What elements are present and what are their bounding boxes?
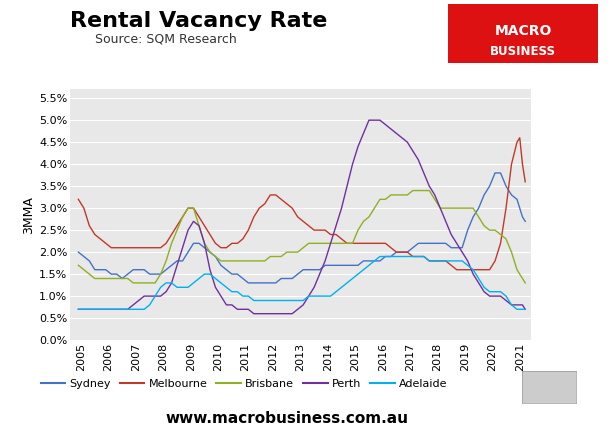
- Perth: [102, 307, 109, 312]
- Line: Melbourne: Melbourne: [78, 138, 525, 270]
- Adelaide: [102, 307, 109, 312]
- Adelaide: [300, 298, 307, 303]
- Melbourne: [74, 197, 82, 202]
- Sydney: [448, 245, 455, 250]
- Brisbane: [74, 263, 82, 268]
- Brisbane: [453, 205, 461, 211]
- Text: BUSINESS: BUSINESS: [490, 45, 556, 58]
- Brisbane: [431, 197, 439, 202]
- Perth: [305, 293, 312, 299]
- Brisbane: [283, 249, 290, 255]
- Adelaide: [376, 254, 384, 259]
- Adelaide: [448, 258, 455, 263]
- Perth: [453, 241, 461, 246]
- Sydney: [74, 249, 82, 255]
- Adelaide: [426, 258, 433, 263]
- Perth: [250, 311, 257, 316]
- Text: Rental Vacancy Rate: Rental Vacancy Rate: [70, 11, 328, 31]
- Brisbane: [80, 267, 87, 272]
- Text: www.macrobusiness.com.au: www.macrobusiness.com.au: [165, 412, 408, 426]
- Adelaide: [74, 307, 82, 312]
- Melbourne: [453, 267, 461, 272]
- Perth: [431, 192, 439, 198]
- Melbourne: [80, 205, 87, 211]
- Line: Adelaide: Adelaide: [78, 256, 525, 309]
- Perth: [365, 118, 373, 123]
- Perth: [283, 311, 290, 316]
- Sydney: [492, 170, 499, 176]
- Legend: Sydney, Melbourne, Brisbane, Perth, Adelaide: Sydney, Melbourne, Brisbane, Perth, Adel…: [36, 375, 452, 393]
- Brisbane: [522, 280, 529, 286]
- Adelaide: [80, 307, 87, 312]
- Melbourne: [300, 219, 307, 224]
- Melbourne: [522, 179, 529, 184]
- Melbourne: [420, 254, 428, 259]
- Sydney: [522, 219, 529, 224]
- Text: MACRO: MACRO: [494, 24, 552, 38]
- Sydney: [283, 276, 290, 281]
- Sydney: [102, 267, 109, 272]
- Adelaide: [522, 307, 529, 312]
- Brisbane: [305, 241, 312, 246]
- Perth: [80, 307, 87, 312]
- Line: Sydney: Sydney: [78, 173, 525, 283]
- Brisbane: [409, 188, 417, 193]
- Brisbane: [102, 276, 109, 281]
- Melbourne: [102, 241, 109, 246]
- Perth: [522, 307, 529, 312]
- Sydney: [245, 280, 252, 286]
- Perth: [74, 307, 82, 312]
- Line: Perth: Perth: [78, 120, 525, 313]
- Melbourne: [442, 258, 450, 263]
- Line: Brisbane: Brisbane: [78, 191, 525, 283]
- Melbourne: [516, 135, 523, 140]
- Melbourne: [278, 197, 285, 202]
- Brisbane: [129, 280, 137, 286]
- Y-axis label: 3MMA: 3MMA: [22, 196, 35, 234]
- Sydney: [426, 241, 433, 246]
- Sydney: [80, 254, 87, 259]
- Text: Source: SQM Research: Source: SQM Research: [95, 33, 236, 46]
- Adelaide: [278, 298, 285, 303]
- Sydney: [305, 267, 312, 272]
